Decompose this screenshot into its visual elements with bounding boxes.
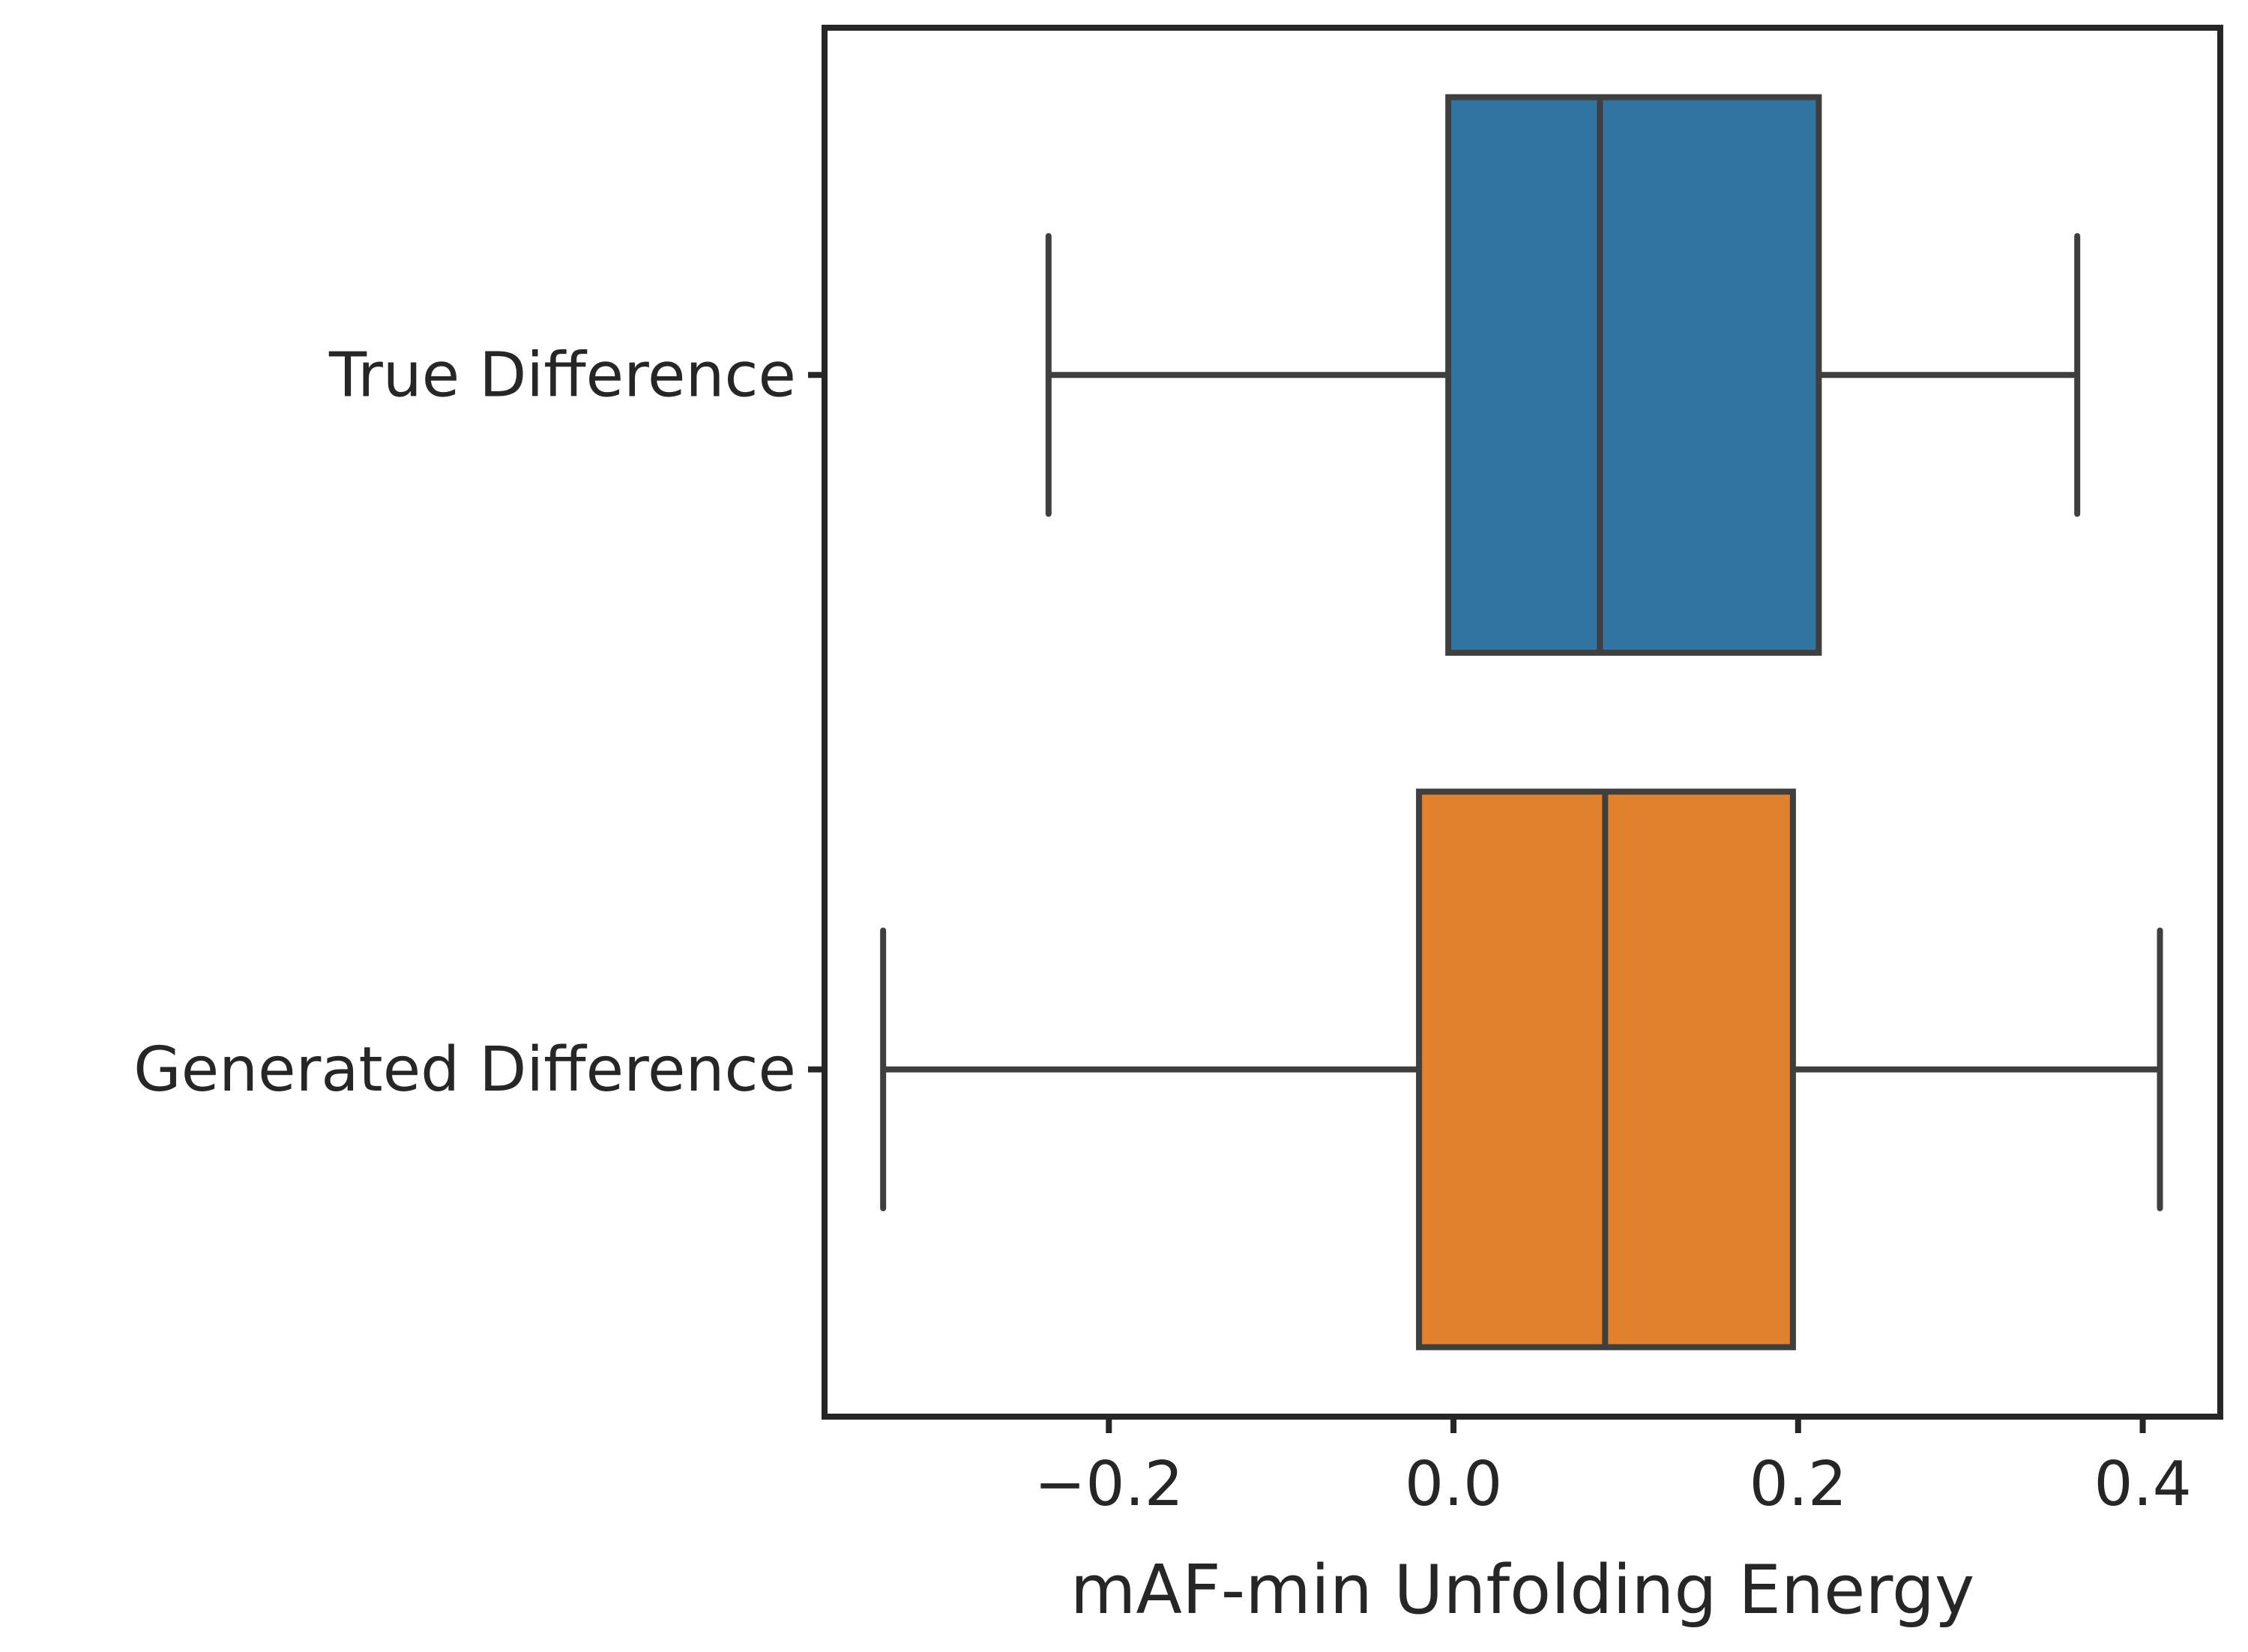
box-group-generated-difference	[880, 789, 2163, 1351]
y-tick-label-generated-difference: Generated Difference	[133, 1034, 796, 1106]
x-tick-label-1: 0.0	[1405, 1449, 1502, 1520]
y-tick-label-true-difference: True Difference	[328, 340, 796, 411]
x-tick-label-3: 0.4	[2094, 1449, 2191, 1520]
x-axis-label: mAF-min Unfolding Energy	[1070, 1551, 1974, 1630]
boxes-layer	[880, 94, 2163, 1351]
x-tick-label-0: −0.2	[1034, 1449, 1184, 1520]
x-tick-label-2: 0.2	[1750, 1449, 1847, 1520]
box-group-true-difference	[1045, 94, 2081, 656]
y-axis: True Difference Generated Difference	[133, 340, 825, 1106]
x-axis: −0.2 0.0 0.2 0.4	[1034, 1417, 2192, 1520]
plot-frame	[822, 25, 2223, 1420]
box-true-difference	[1445, 94, 1822, 656]
